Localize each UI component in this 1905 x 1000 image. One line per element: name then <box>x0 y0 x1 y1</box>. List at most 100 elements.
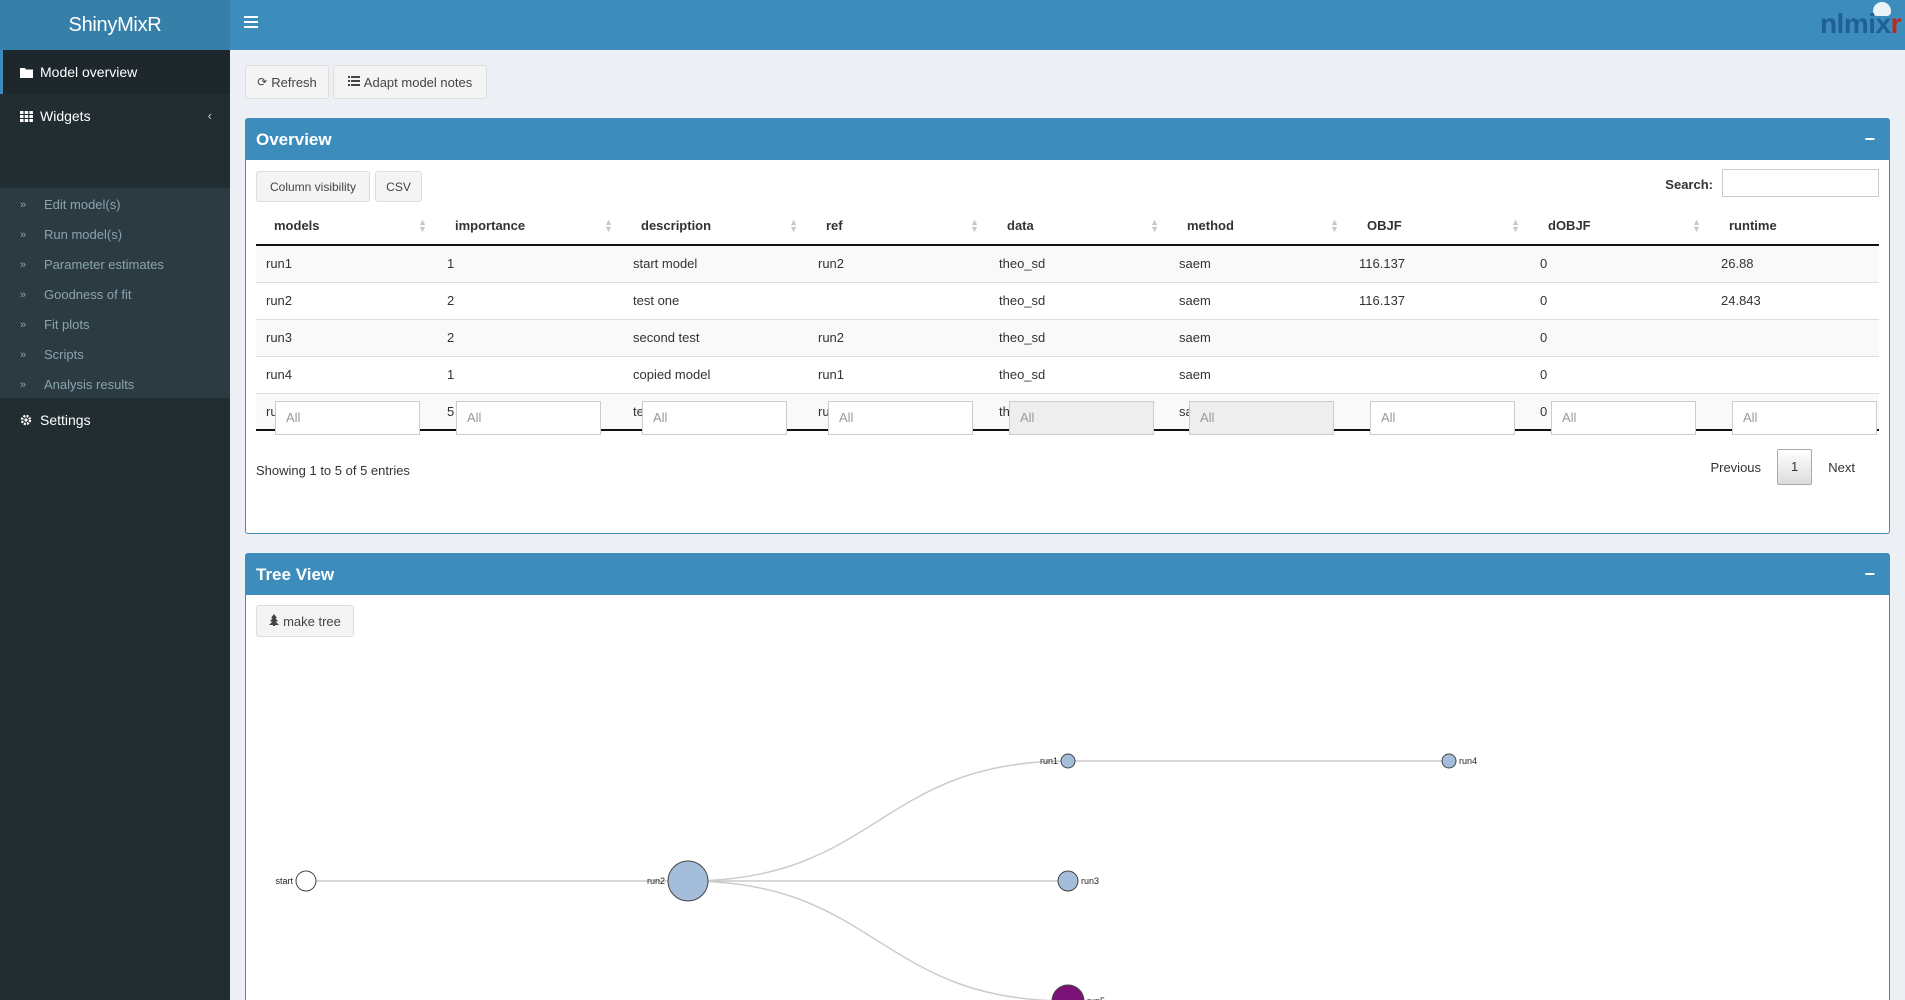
table-cell: run1 <box>808 355 989 393</box>
submenu-item-scripts[interactable]: » Scripts <box>0 340 230 370</box>
table-cell: 2 <box>437 281 623 319</box>
table-cell: start model <box>623 244 808 282</box>
column-header-runtime[interactable]: runtime <box>1711 207 1879 246</box>
pagination-page-1[interactable]: 1 <box>1777 449 1813 485</box>
table-cell <box>1349 355 1530 393</box>
tree-node-start[interactable] <box>295 870 317 892</box>
table-cell: 26.88 <box>1711 244 1879 282</box>
table-cell: 0 <box>1530 355 1711 393</box>
sidebar: Model overview Widgets ‹ » Edit model(s) … <box>0 50 230 1000</box>
filter-ref[interactable]: All <box>828 401 973 435</box>
sort-icon: ▲ ▼ <box>604 217 613 234</box>
sidebar-item-widgets[interactable]: Widgets ‹ <box>0 94 230 138</box>
chevron-left-icon: ‹ <box>207 108 212 123</box>
table-cell <box>1711 355 1879 393</box>
column-header-dobjf[interactable]: dOBJF ▲ ▼ <box>1530 207 1711 246</box>
column-header-objf[interactable]: OBJF ▲ ▼ <box>1349 207 1530 246</box>
tree-node-run4[interactable] <box>1441 753 1457 769</box>
table-row[interactable]: run2 2 test one theo_sd saem 116.137 0 24.843 <box>256 281 1879 319</box>
column-header-description[interactable]: description ▲ ▼ <box>623 207 808 246</box>
table-cell <box>1711 318 1879 356</box>
sort-icon: ▲ ▼ <box>418 217 427 234</box>
table-info: Showing 1 to 5 of 5 entries <box>256 463 410 478</box>
csv-button[interactable]: CSV <box>375 171 422 202</box>
tree-edge <box>687 760 1069 882</box>
sort-icon: ▲ ▼ <box>1330 217 1339 234</box>
table-cell: run1 <box>256 244 437 282</box>
cloud-icon <box>1873 2 1891 16</box>
tree-icon <box>269 613 280 629</box>
minimize-icon[interactable]: − <box>1864 564 1875 584</box>
table-cell: 116.137 <box>1349 244 1530 282</box>
make-tree-button[interactable]: make tree <box>256 605 354 637</box>
table-cell: theo_sd <box>989 318 1169 356</box>
table-row[interactable]: run3 2 second test run2 theo_sd saem 0 <box>256 318 1879 356</box>
filter-method[interactable]: All <box>1189 401 1334 435</box>
filter-importance[interactable]: All <box>456 401 601 435</box>
table-cell: run2 <box>256 281 437 319</box>
tree-node-label: run4 <box>1459 756 1477 766</box>
submenu-item-edit-models[interactable]: » Edit model(s) <box>0 190 230 220</box>
filter-runtime[interactable]: All <box>1732 401 1877 435</box>
filter-dobjf[interactable]: All <box>1551 401 1696 435</box>
table-cell: second test <box>623 318 808 356</box>
tree-edge <box>687 880 1059 1000</box>
sidebar-item-settings[interactable]: Settings <box>0 398 230 442</box>
app-logo[interactable]: ShinyMixR <box>0 0 230 50</box>
sidebar-toggle-icon[interactable] <box>244 16 258 28</box>
table-cell: theo_sd <box>989 355 1169 393</box>
table-cell <box>808 281 989 319</box>
overview-box: Overview − Column visibility CSV Search:… <box>245 118 1890 534</box>
table-row[interactable]: run4 1 copied model run1 theo_sd saem 0 <box>256 355 1879 393</box>
refresh-button[interactable]: ⟳ Refresh <box>245 65 329 99</box>
model-tree-diagram: start run2 run1 run3 run5 run4 <box>275 753 1477 1000</box>
sort-icon: ▲ ▼ <box>1692 217 1701 234</box>
table-cell <box>1349 318 1530 356</box>
tree-node-run2[interactable] <box>667 860 709 902</box>
sort-icon: ▲ ▼ <box>970 217 979 234</box>
column-header-method[interactable]: method ▲ ▼ <box>1169 207 1349 246</box>
brand-logo: nlmixr <box>1819 8 1902 39</box>
filter-models[interactable]: All <box>275 401 420 435</box>
tree-node-label: run2 <box>647 876 665 886</box>
column-header-importance[interactable]: importance ▲ ▼ <box>437 207 623 246</box>
table-cell: 2 <box>437 318 623 356</box>
pagination-next[interactable]: Next <box>1828 459 1855 475</box>
submenu-item-parameter-estimates[interactable]: » Parameter estimates <box>0 250 230 280</box>
table-cell: run2 <box>808 318 989 356</box>
table-row[interactable]: run1 1 start model run2 theo_sd saem 116.137 0 2… <box>256 244 1879 282</box>
table-cell: 0 <box>1530 318 1711 356</box>
refresh-icon: ⟳ <box>257 75 268 89</box>
submenu-item-analysis-results[interactable]: » Analysis results <box>0 370 230 400</box>
table-cell: 1 <box>437 244 623 282</box>
adapt-model-notes-button[interactable]: Adapt model notes <box>333 65 487 99</box>
tree-node-run5[interactable] <box>1051 984 1085 1000</box>
submenu-item-fit-plots[interactable]: » Fit plots <box>0 310 230 340</box>
submenu-item-goodness-of-fit[interactable]: » Goodness of fit <box>0 280 230 310</box>
widgets-submenu: » Edit model(s) » Run model(s) » Parameter … <box>0 188 230 398</box>
minimize-icon[interactable]: − <box>1864 129 1875 149</box>
pagination-previous[interactable]: Previous <box>1710 459 1762 475</box>
search-input[interactable] <box>1722 169 1879 197</box>
table-cell: saem <box>1169 318 1349 356</box>
filter-objf[interactable]: All <box>1370 401 1515 435</box>
column-header-models[interactable]: models ▲ ▼ <box>256 207 437 246</box>
table-cell: saem <box>1169 281 1349 319</box>
column-header-ref[interactable]: ref ▲ ▼ <box>808 207 989 246</box>
filter-description[interactable]: All <box>642 401 787 435</box>
tree-node-run1[interactable] <box>1060 753 1076 769</box>
grid-icon <box>18 94 34 138</box>
tree-node-run3[interactable] <box>1057 870 1079 892</box>
pagination: Previous 1 Next <box>1694 449 1871 485</box>
search-label: Search: <box>1665 177 1713 192</box>
table-header-row: models ▲ ▼ importance ▲ ▼ description ▲ ▼ ref ▲… <box>256 207 1879 246</box>
double-chevron-icon: » <box>20 289 27 301</box>
sidebar-item-model-overview[interactable]: Model overview <box>0 50 230 94</box>
column-header-data[interactable]: data ▲ ▼ <box>989 207 1169 246</box>
submenu-item-run-models[interactable]: » Run model(s) <box>0 220 230 250</box>
table-cell: 0 <box>1530 244 1711 282</box>
tree-view-box-header: Tree View − <box>246 554 1889 595</box>
folder-icon <box>18 50 34 94</box>
column-visibility-button[interactable]: Column visibility <box>256 171 370 202</box>
filter-data[interactable]: All <box>1009 401 1154 435</box>
